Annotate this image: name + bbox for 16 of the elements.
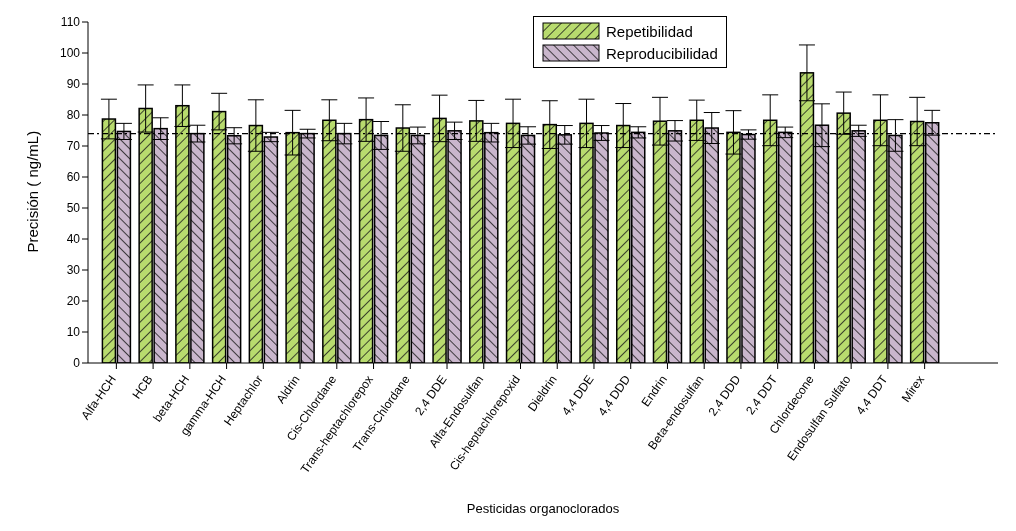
y-tick-label: 0 <box>73 356 81 371</box>
y-tick-label: 80 <box>66 108 81 123</box>
y-tick-label: 70 <box>66 139 81 154</box>
y-tick-label: 20 <box>66 294 81 309</box>
y-tick-label: 30 <box>66 263 81 278</box>
x-axis-title: Pesticidas organoclorados <box>466 501 620 516</box>
y-tick-label: 60 <box>66 170 81 185</box>
y-axis-title: Precisión ( ng/mL) <box>24 130 42 253</box>
y-tick-label: 110 <box>60 15 81 30</box>
y-tick-label: 100 <box>59 46 81 61</box>
legend-label: Repetibilidad <box>606 22 693 40</box>
y-tick-label: 10 <box>66 325 81 340</box>
y-tick-label: 90 <box>66 77 81 92</box>
legend-label: Reproducibilidad <box>606 44 718 62</box>
y-tick-label: 50 <box>66 201 81 216</box>
y-tick-label: 40 <box>66 232 81 247</box>
